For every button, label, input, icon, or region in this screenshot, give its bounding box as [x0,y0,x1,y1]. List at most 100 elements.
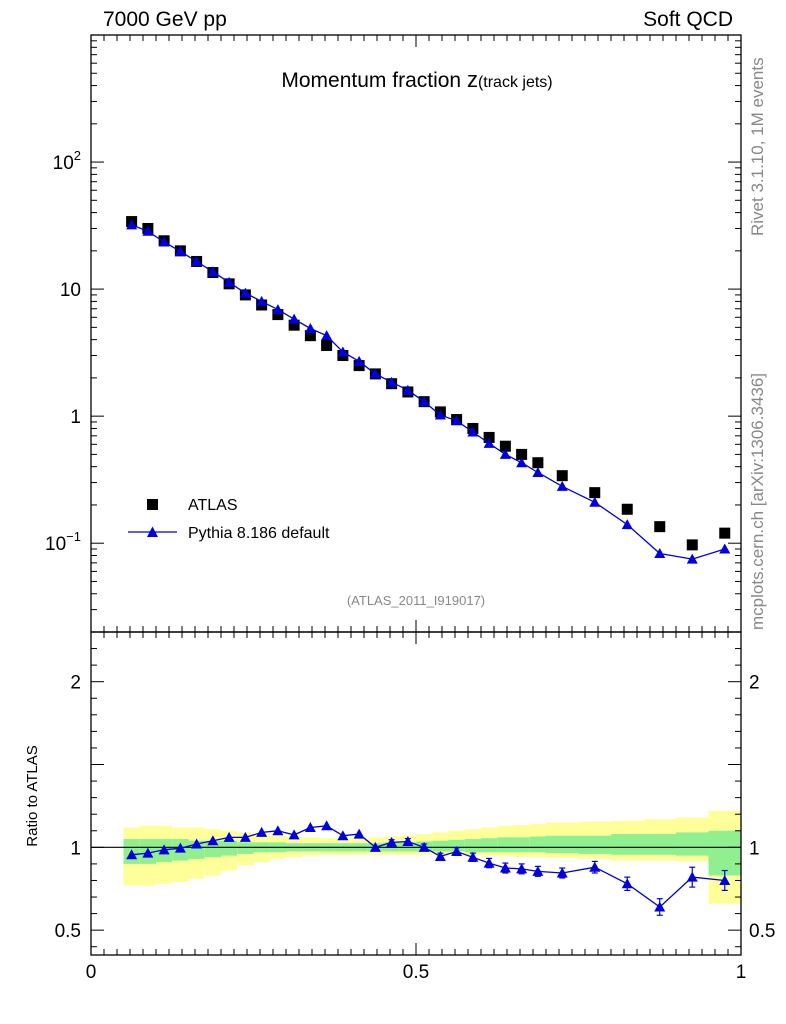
chart-title: Momentum fraction z(track jets) [281,67,552,92]
x-tick-label: 0 [86,962,97,983]
band-inner-bin [448,839,465,852]
main-frame [90,34,742,633]
ratio-point [223,831,235,842]
legend: ATLAS Pythia 8.186 default [128,497,330,542]
ratio-point [126,849,138,860]
ratio-point [434,850,446,861]
ratio-point [499,862,511,873]
ratio-point [304,821,316,832]
ratio-uncertainty-bands [123,810,741,904]
legend-pythia-marker [147,526,158,537]
ratio-point [337,830,349,841]
legend-atlas-marker [147,499,158,510]
main-y-tick-label: 102 [53,148,81,174]
ratio-point [256,826,268,837]
band-inner-bin [497,837,514,853]
pythia-point [321,330,333,341]
pythia-point [126,219,138,230]
header-left: 7000 GeV pp [103,8,227,31]
ratio-point [207,835,219,846]
pythia-point [589,496,601,507]
band-inner-bin [611,834,644,855]
pythia-point [337,346,349,357]
band-inner-bin [546,835,579,854]
band-inner-bin [643,834,676,855]
ratio-y-tick-label-right: 0.5 [749,921,775,942]
ratio-point [654,901,666,912]
ratio-point [239,831,251,842]
ratio-y-tick-label: 2 [70,673,81,694]
pythia-point [158,236,170,247]
ratio-point [174,842,186,853]
pythia-point [239,287,251,298]
atlas-point [686,539,698,551]
legend-pythia-label: Pythia 8.186 default [188,525,330,542]
band-inner-bin [529,836,546,853]
pythia-point [483,437,495,448]
chart-title-subscript: (track jets) [478,74,553,91]
atlas-point [532,457,544,469]
main-y-tick-exponent: −1 [66,529,81,544]
atlas-point [499,440,511,452]
ratio-y-tick-label-right: 1 [749,838,760,859]
atlas-point [516,448,528,460]
ratio-y-tick-label-right: 2 [749,673,760,694]
band-inner-bin [481,838,498,853]
ratio-y-axis-label: Ratio to ATLAS [24,745,41,846]
ratio-point [288,829,300,840]
atlas-point [288,319,300,331]
band-inner-bin [676,832,709,856]
band-inner-bin [237,842,254,854]
main-y-tick-label: 1 [70,407,81,428]
analysis-id-label: (ATLAS_2011_I919017) [347,593,485,608]
pythia-point [386,376,398,387]
pythia-point [654,547,666,558]
band-inner-bin [708,830,741,876]
ratio-frame [90,631,742,956]
pythia-point [353,355,365,366]
ratio-point [386,836,398,847]
pythia-point [434,409,446,420]
legend-atlas-label: ATLAS [188,497,238,514]
ratio-point [321,820,333,831]
pythia-point [174,245,186,256]
x-tick-label: 1 [736,962,747,983]
band-inner-bin [432,840,449,852]
atlas-point [272,309,284,321]
pythia-point [288,313,300,324]
ratio-point [402,836,414,847]
ratio-point [516,863,528,874]
ratio-point [621,878,633,889]
atlas-point [654,521,666,533]
atlas-point [483,431,495,443]
band-inner-bin [464,839,481,853]
pythia-point [369,368,381,379]
ratio-point [686,871,698,882]
atlas-point [556,470,568,482]
x-tick-label: 0.5 [403,962,429,983]
main-y-tick-base: 10 [45,534,66,555]
ratio-point [158,844,170,855]
ratio-point [191,838,203,849]
atlas-point [304,330,316,342]
pythia-point [556,480,568,491]
pythia-point [191,255,203,266]
ratio-series-layer [126,820,731,916]
band-inner-bin [221,840,238,856]
pythia-point [418,396,430,407]
pythia-point [719,543,731,554]
ratio-point [719,874,731,885]
ratio-point [353,828,365,839]
atlas-point [621,503,633,515]
main-y-tick-exponent: 2 [74,148,81,163]
pythia-point [516,457,528,468]
ratio-point [589,861,601,872]
main-y-tick-label: 10−1 [45,529,81,555]
ratio-point [532,865,544,876]
ratio-point [451,845,463,856]
atlas-point [719,527,731,539]
pythia-point [686,553,698,564]
ratio-y-tick-label: 1 [70,838,81,859]
main-y-tick-base: 1 [70,407,81,428]
